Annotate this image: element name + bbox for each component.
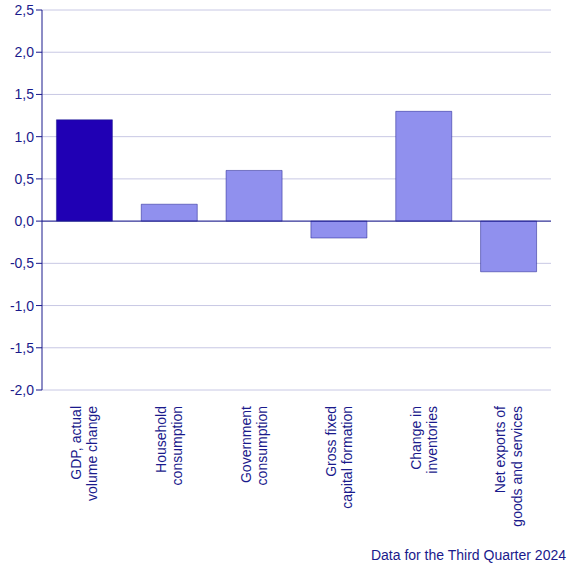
- svg-text:0,0: 0,0: [15, 213, 35, 229]
- svg-text:2,5: 2,5: [15, 2, 35, 18]
- svg-text:-0,5: -0,5: [10, 255, 34, 271]
- svg-text:2,0: 2,0: [15, 44, 35, 60]
- svg-text:Net exports ofgoods and servic: Net exports ofgoods and services: [492, 406, 524, 527]
- svg-text:Gross fixedcapital formation: Gross fixedcapital formation: [323, 406, 355, 509]
- svg-text:-2,0: -2,0: [10, 382, 34, 398]
- svg-text:GDP, actualvolume change: GDP, actualvolume change: [68, 406, 100, 501]
- svg-text:0,5: 0,5: [15, 171, 35, 187]
- html-text:Data for the Third Quarter 202: Data for the Third Quarter 2024: [370, 547, 566, 563]
- svg-text:Governmentconsumption: Governmentconsumption: [238, 406, 270, 485]
- svg-text:-1,0: -1,0: [10, 298, 34, 314]
- svg-text:Householdconsumption: Householdconsumption: [153, 406, 185, 485]
- svg-text:1,5: 1,5: [15, 86, 35, 102]
- svg-text:Change ininventories: Change ininventories: [408, 406, 440, 474]
- svg-text:1,0: 1,0: [15, 129, 35, 145]
- svg-text:-1,5: -1,5: [10, 340, 34, 356]
